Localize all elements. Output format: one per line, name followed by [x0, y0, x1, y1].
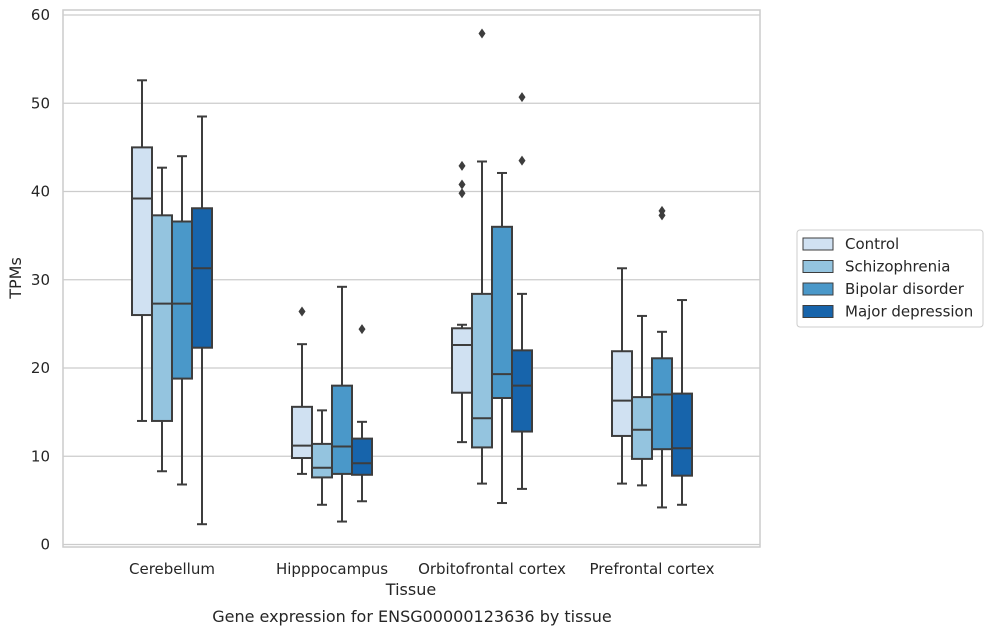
box: [311, 442, 333, 479]
box: [171, 220, 193, 380]
outlier-point: [478, 28, 486, 39]
chart-caption: Gene expression for ENSG00000123636 by t…: [212, 607, 612, 626]
box: [451, 327, 473, 394]
box-group: [191, 115, 213, 526]
legend-swatch: [802, 305, 834, 318]
y-tick-label: 60: [31, 6, 50, 24]
box-group: [451, 160, 473, 444]
y-tick-label: 50: [31, 94, 50, 112]
legend-swatch: [802, 282, 834, 296]
box-group: [291, 306, 313, 475]
x-tick-label: Hipppocampus: [276, 560, 388, 578]
box-group: [331, 285, 353, 523]
box-group: [151, 166, 173, 473]
y-tick-label: 20: [31, 359, 50, 377]
y-tick-label: 10: [31, 447, 50, 465]
legend-swatch: [802, 260, 834, 273]
x-tick-label: Cerebellum: [129, 560, 215, 578]
plot-frame: [62, 9, 761, 548]
x-tick-label: Orbitofrontal cortex: [418, 560, 566, 578]
y-tick-label: 30: [31, 271, 50, 289]
box-groups: [131, 28, 693, 526]
box: [651, 357, 673, 451]
y-tick-labels: 0 10 20 30 40 50 60: [31, 6, 50, 554]
box-group: [471, 28, 493, 485]
box: [611, 350, 633, 437]
box-group: [671, 299, 693, 506]
y-tick-label: 40: [31, 183, 50, 201]
outlier-point: [358, 324, 366, 335]
legend: Control Schizophrenia Bipolar disorder Majo…: [796, 229, 984, 328]
legend-frame: [796, 229, 984, 328]
y-axis-label: TPMs: [6, 257, 25, 300]
box-group: [511, 92, 533, 490]
outlier-point: [518, 155, 526, 166]
box: [491, 225, 513, 400]
box: [671, 392, 693, 477]
legend-swatch: [802, 237, 834, 251]
box: [191, 207, 213, 349]
y-tick-label: 0: [40, 536, 50, 554]
box: [511, 349, 533, 433]
legend-label: Bipolar disorder: [845, 280, 965, 298]
box-group: [491, 171, 513, 505]
box: [291, 405, 313, 460]
box: [351, 437, 373, 476]
outlier-point: [658, 205, 666, 216]
box-group: [171, 155, 193, 486]
box: [631, 396, 653, 460]
outlier-point: [458, 188, 466, 199]
outlier-point: [298, 306, 306, 317]
outlier-point: [458, 179, 466, 190]
legend-label: Schizophrenia: [845, 258, 950, 276]
x-tick-label: Prefrontal cortex: [590, 560, 715, 578]
box: [471, 292, 493, 449]
box: [131, 146, 153, 317]
box: [331, 384, 353, 475]
outlier-point: [518, 92, 526, 103]
box-group: [131, 79, 153, 422]
legend-label: Major depression: [845, 303, 973, 321]
box-group: [351, 324, 373, 503]
legend-label: Control: [845, 235, 899, 253]
outlier-point: [458, 160, 466, 171]
box-group: [611, 267, 633, 485]
x-tick-labels: Cerebellum Hipppocampus Orbitofrontal cort…: [129, 560, 715, 578]
box-group: [311, 409, 333, 506]
x-axis-label: Tissue: [385, 580, 436, 599]
box: [151, 214, 173, 422]
